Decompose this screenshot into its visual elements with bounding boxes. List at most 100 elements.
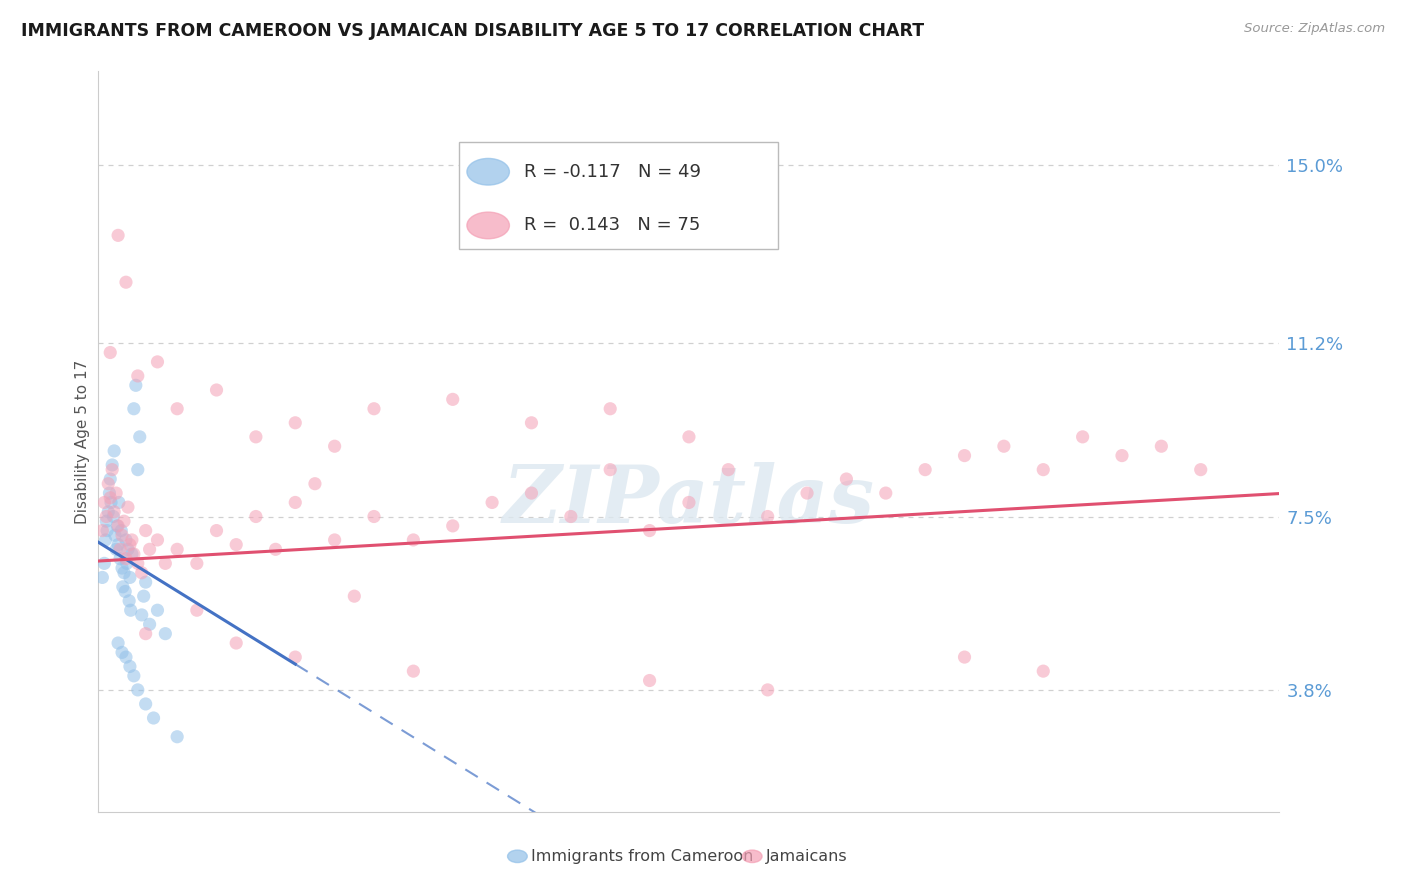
Text: Jamaicans: Jamaicans: [766, 849, 848, 863]
Point: [914, 463, 936, 477]
Point: [520, 416, 543, 430]
Point: [108, 551, 131, 566]
Point: [135, 575, 157, 590]
Point: [166, 730, 188, 744]
Point: [135, 626, 157, 640]
Text: Source: ZipAtlas.com: Source: ZipAtlas.com: [1244, 22, 1385, 36]
Point: [131, 566, 153, 580]
Text: Immigrants from Cameroon: Immigrants from Cameroon: [531, 849, 754, 863]
Point: [98, 472, 121, 486]
Point: [146, 603, 169, 617]
Point: [96, 509, 118, 524]
Point: [100, 495, 122, 509]
Point: [105, 519, 128, 533]
Point: [146, 355, 169, 369]
Point: [953, 449, 976, 463]
Point: [138, 617, 160, 632]
Point: [599, 401, 621, 416]
Point: [138, 542, 160, 557]
Point: [127, 463, 149, 477]
Point: [96, 524, 118, 538]
Point: [142, 711, 165, 725]
Point: [756, 509, 779, 524]
Point: [98, 486, 121, 500]
Point: [97, 476, 120, 491]
Text: IMMIGRANTS FROM CAMEROON VS JAMAICAN DISABILITY AGE 5 TO 17 CORRELATION CHART: IMMIGRANTS FROM CAMEROON VS JAMAICAN DIS…: [21, 22, 924, 40]
Point: [125, 378, 148, 392]
Text: ZIPatlas: ZIPatlas: [503, 462, 875, 540]
Point: [115, 533, 138, 547]
Point: [111, 580, 134, 594]
Point: [91, 524, 114, 538]
Point: [1032, 463, 1054, 477]
Point: [402, 533, 425, 547]
Point: [717, 463, 740, 477]
Point: [112, 514, 135, 528]
Point: [186, 603, 208, 617]
Point: [97, 505, 120, 519]
Point: [112, 566, 135, 580]
Point: [107, 636, 129, 650]
Point: [343, 589, 366, 603]
Point: [225, 538, 247, 552]
Point: [117, 542, 139, 557]
Point: [98, 345, 121, 359]
Point: [111, 645, 134, 659]
Point: [127, 368, 149, 383]
Point: [127, 557, 149, 571]
Point: [105, 486, 128, 500]
Point: [105, 542, 128, 557]
Point: [96, 514, 118, 528]
Point: [520, 486, 543, 500]
Point: [284, 416, 307, 430]
Text: R =  0.143   N = 75: R = 0.143 N = 75: [523, 217, 700, 235]
Point: [1111, 449, 1133, 463]
Point: [108, 542, 131, 557]
Point: [638, 673, 661, 688]
Point: [115, 557, 138, 571]
Point: [638, 524, 661, 538]
Point: [111, 561, 134, 575]
Point: [131, 607, 153, 622]
Point: [101, 458, 124, 472]
Point: [103, 509, 125, 524]
Point: [225, 636, 247, 650]
Point: [186, 557, 208, 571]
Point: [128, 430, 150, 444]
Point: [284, 495, 307, 509]
Point: [205, 383, 228, 397]
Point: [284, 650, 307, 665]
Point: [155, 626, 177, 640]
Point: [117, 500, 139, 515]
Point: [127, 682, 149, 697]
Point: [118, 570, 141, 584]
Point: [993, 439, 1015, 453]
Point: [678, 495, 700, 509]
Point: [115, 650, 138, 665]
Point: [103, 505, 125, 519]
Point: [118, 538, 141, 552]
Point: [101, 463, 124, 477]
Point: [166, 401, 188, 416]
Point: [146, 533, 169, 547]
Point: [481, 495, 503, 509]
Point: [114, 584, 136, 599]
Point: [132, 589, 155, 603]
Point: [166, 542, 188, 557]
Point: [115, 275, 138, 289]
Point: [93, 557, 115, 571]
Point: [122, 547, 145, 561]
Point: [363, 509, 385, 524]
Point: [402, 664, 425, 678]
Point: [135, 524, 157, 538]
Point: [107, 519, 129, 533]
Point: [118, 659, 141, 673]
Point: [122, 401, 145, 416]
Point: [121, 547, 143, 561]
Point: [323, 533, 346, 547]
Point: [94, 533, 117, 547]
Point: [245, 509, 267, 524]
Point: [599, 463, 621, 477]
Point: [98, 491, 121, 505]
Point: [441, 392, 464, 407]
